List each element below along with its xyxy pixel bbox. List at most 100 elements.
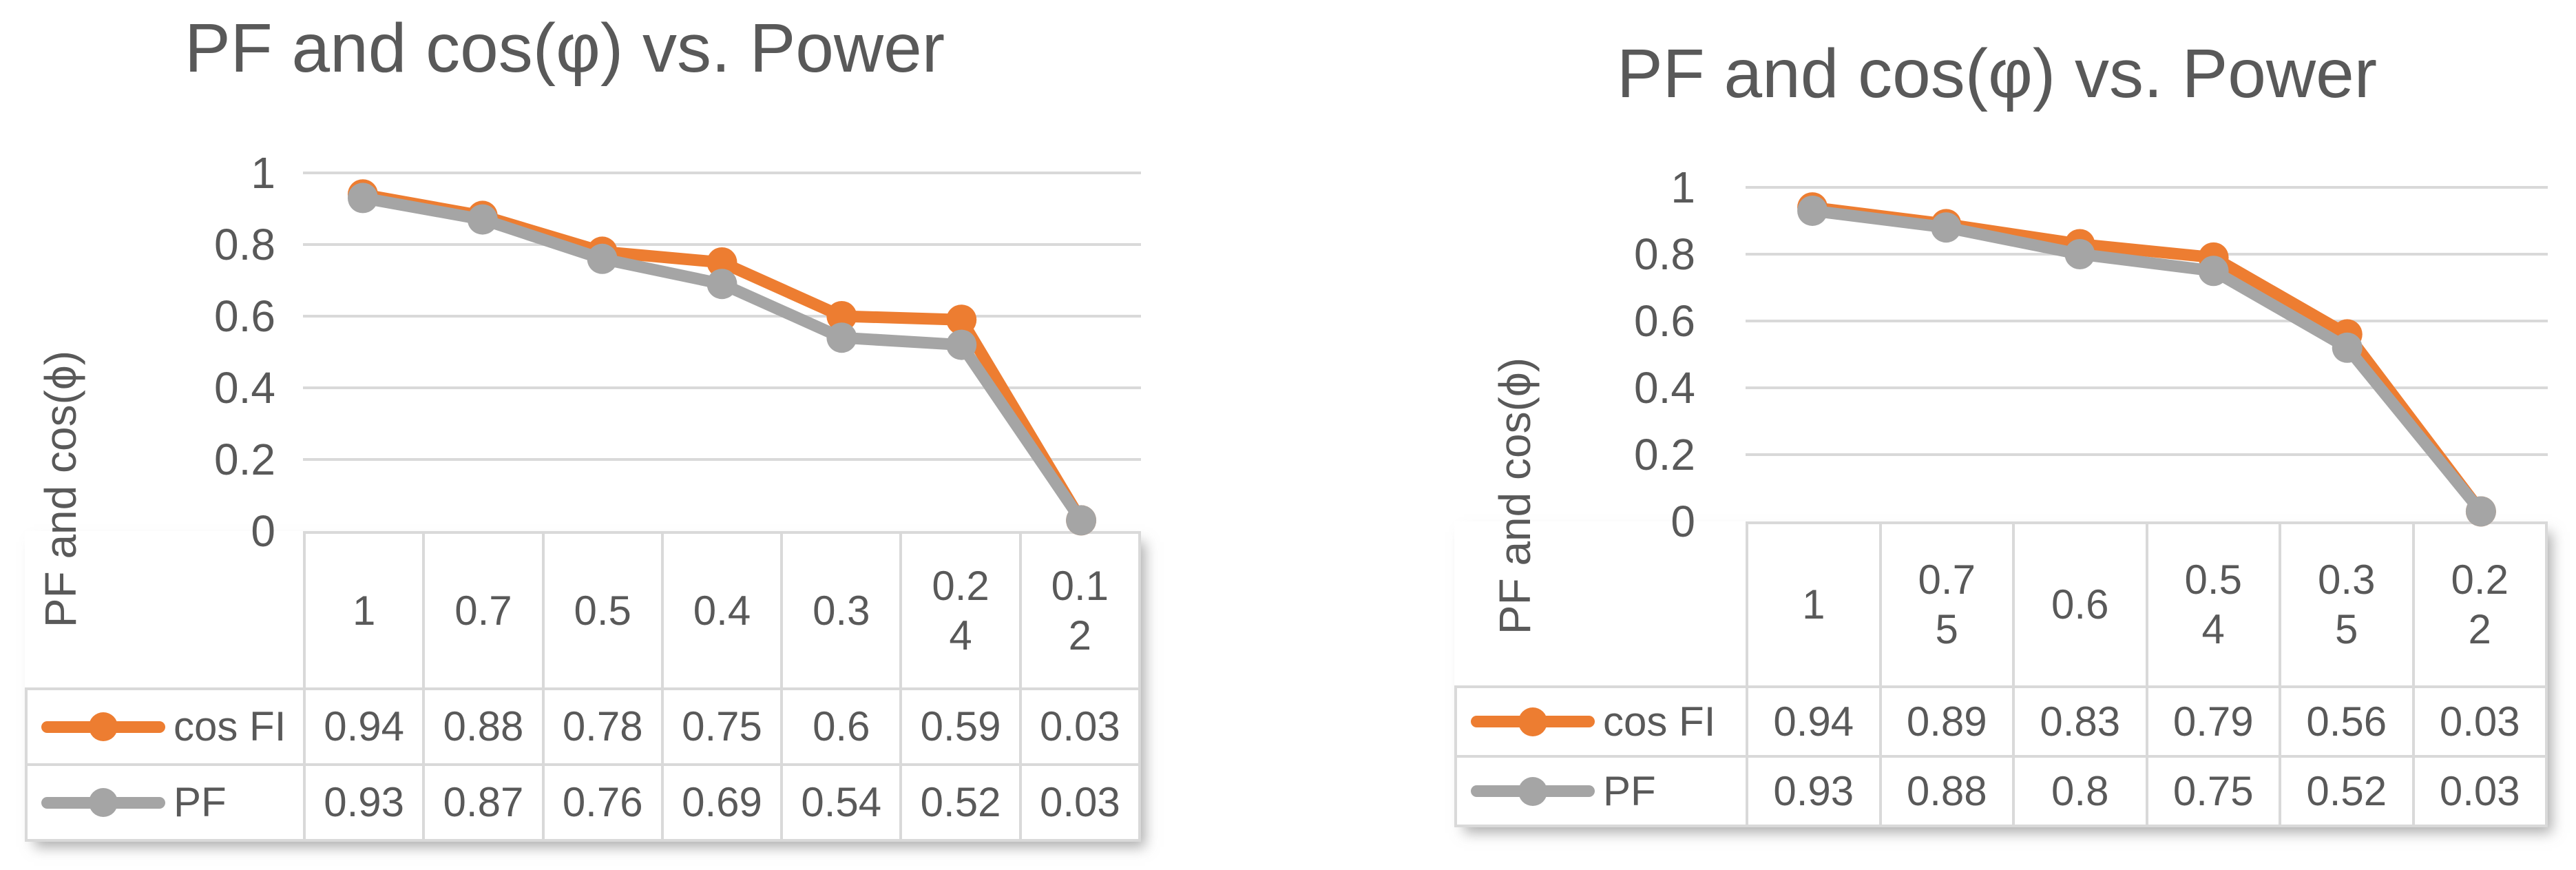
- category-cell: 1: [1747, 523, 1881, 685]
- table-value-cell: 0.94: [1747, 687, 1881, 756]
- y-tick-label: 0.8: [214, 220, 275, 269]
- table-value-cell: 0.03: [1020, 689, 1140, 765]
- series-marker-pf: [946, 329, 977, 360]
- table-value-cell: 0.94: [304, 689, 424, 765]
- legend-line-swatch: [41, 712, 165, 741]
- category-cell: 0.5: [543, 532, 662, 687]
- y-tick-label: 0: [251, 506, 275, 556]
- series-line-cos-fi: [357, 188, 1087, 526]
- legend-key-pf: PF: [26, 765, 304, 840]
- series-marker-pf: [467, 204, 498, 235]
- category-cell: 0.3: [782, 532, 901, 687]
- series-marker-cos-fi: [1931, 209, 1962, 240]
- category-cell: 0.5 4: [2146, 523, 2280, 685]
- series-marker-pf: [587, 243, 618, 274]
- category-cell: 0.1 2: [1020, 532, 1140, 687]
- table-value-cell: 0.8: [2013, 756, 2147, 826]
- legend-key-cos-fi: cos FI: [26, 689, 304, 765]
- series-marker-pf: [2332, 332, 2363, 363]
- series-marker-pf: [2198, 256, 2229, 287]
- series-marker-pf: [2064, 239, 2095, 269]
- series-marker-cos-fi: [1797, 192, 1828, 223]
- data-table: cos FI 0.94 0.89 0.83 0.79 0.56 0.03 PF 0.93 0.88…: [1454, 685, 2548, 827]
- table-value-cell: 0.6: [782, 689, 901, 765]
- table-value-cell: 0.83: [2013, 687, 2147, 756]
- legend-label: cos FI: [174, 703, 286, 749]
- legend-line-swatch: [1471, 707, 1595, 736]
- series-marker-pf: [826, 322, 857, 353]
- y-tick-label: 0.8: [1634, 229, 1695, 279]
- series-marker-cos-fi: [706, 247, 737, 278]
- table-value-cell: 0.79: [2146, 687, 2280, 756]
- series-marker-cos-fi: [2064, 229, 2095, 260]
- series-marker-cos-fi: [2198, 242, 2229, 273]
- series-marker-cos-fi: [467, 200, 498, 231]
- data-table: cos FI 0.94 0.88 0.78 0.75 0.6 0.59 0.03 PF 0.93 0…: [25, 687, 1141, 842]
- y-tick-label: 0.4: [1634, 363, 1695, 413]
- category-cell: 1: [304, 532, 424, 687]
- series-line-pf: [357, 191, 1087, 526]
- table-value-cell: 0.52: [901, 765, 1020, 840]
- table-value-cell: 0.03: [2413, 756, 2546, 826]
- legend-marker-dot: [1518, 776, 1547, 806]
- table-value-cell: 0.56: [2280, 687, 2413, 756]
- y-tick-label: 1: [1671, 163, 1695, 212]
- series-marker-pf: [347, 183, 378, 214]
- legend-marker-dot: [1518, 707, 1547, 736]
- y-tick-label: 1: [251, 148, 275, 198]
- legend-line-swatch: [1471, 776, 1595, 806]
- table-value-cell: 0.88: [423, 689, 543, 765]
- table-value-cell: 0.76: [543, 765, 662, 840]
- table-value-cell: 0.69: [662, 765, 782, 840]
- category-cell: 0.2 4: [901, 532, 1020, 687]
- table-value-cell: 0.03: [1020, 765, 1140, 840]
- y-tick-label: 0.2: [1634, 430, 1695, 479]
- table-value-cell: 0.52: [2280, 756, 2413, 826]
- table-value-cell: 0.75: [2146, 756, 2280, 826]
- legend-marker-dot: [89, 788, 118, 817]
- category-cell: 0.2 2: [2413, 523, 2546, 685]
- series-marker-pf: [706, 269, 737, 300]
- series-marker-cos-fi: [347, 179, 378, 210]
- series-marker-cos-fi: [826, 301, 857, 331]
- legend-marker-dot: [89, 712, 118, 741]
- table-value-cell: 0.78: [543, 689, 662, 765]
- series-marker-pf: [1797, 195, 1828, 226]
- category-cell: 0.7 5: [1880, 523, 2013, 685]
- series-marker-cos-fi: [2332, 319, 2363, 350]
- y-tick-label: 0.6: [214, 291, 275, 341]
- legend-label: PF: [174, 779, 227, 825]
- category-cell: 0.7: [423, 532, 543, 687]
- table-value-cell: 0.75: [662, 689, 782, 765]
- chart-title: PF and cos(φ) vs. Power: [184, 10, 945, 87]
- table-value-cell: 0.93: [304, 765, 424, 840]
- category-row: 1 0.7 0.5 0.4 0.3 0.2 4 0.1 2: [303, 531, 1141, 687]
- category-row: 1 0.7 5 0.6 0.5 4 0.3 5 0.2 2: [1746, 521, 2548, 685]
- category-cell: 0.6: [2013, 523, 2147, 685]
- legend-label: cos FI: [1603, 698, 1716, 745]
- legend-line-swatch: [41, 788, 165, 817]
- table-value-cell: 0.54: [782, 765, 901, 840]
- category-cell: 0.4: [662, 532, 782, 687]
- chart-title: PF and cos(φ) vs. Power: [1616, 35, 2378, 112]
- y-tick-label: 0: [1671, 497, 1695, 546]
- table-value-cell: 0.03: [2413, 687, 2546, 756]
- series-marker-cos-fi: [587, 236, 618, 267]
- series-marker-cos-fi: [946, 304, 977, 335]
- y-tick-label: 0.4: [214, 363, 275, 413]
- table-value-cell: 0.89: [1880, 687, 2013, 756]
- legend-label: PF: [1603, 767, 1656, 814]
- legend-key-pf: PF: [1456, 756, 1747, 826]
- table-value-cell: 0.87: [423, 765, 543, 840]
- table-value-cell: 0.93: [1747, 756, 1881, 826]
- y-tick-label: 0.2: [214, 435, 275, 484]
- table-value-cell: 0.88: [1880, 756, 2013, 826]
- series-line-cos-fi: [1806, 201, 2487, 517]
- series-marker-pf: [1931, 212, 1962, 243]
- legend-key-cos-fi: cos FI: [1456, 687, 1747, 756]
- series-line-pf: [1806, 205, 2487, 517]
- y-tick-label: 0.6: [1634, 296, 1695, 346]
